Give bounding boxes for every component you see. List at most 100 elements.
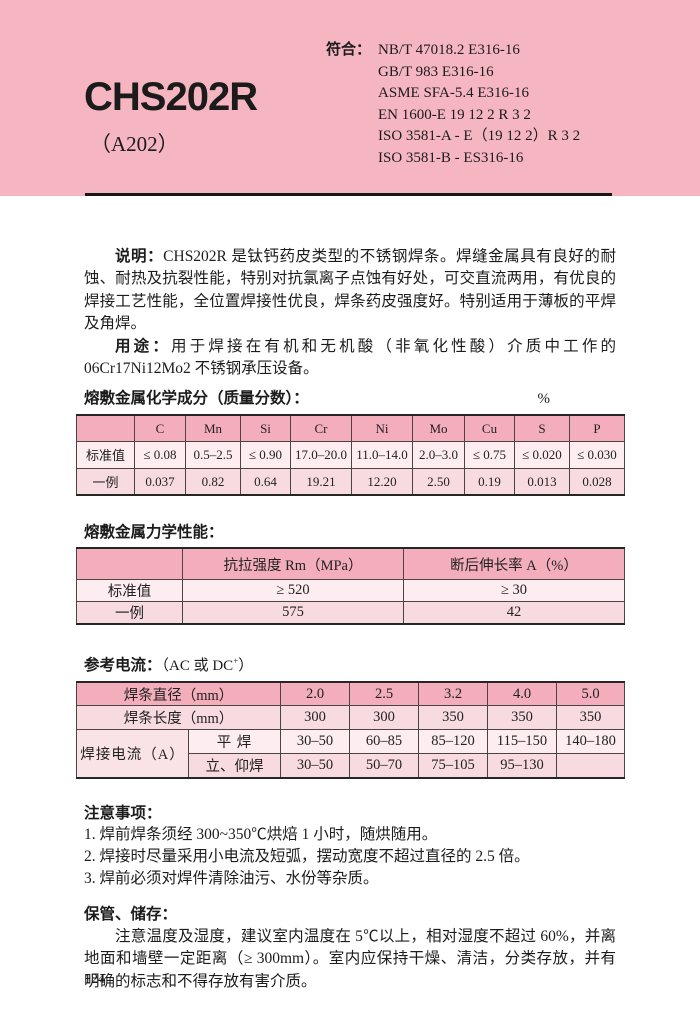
product-alias: （A202） [90,132,179,156]
cell: 50–70 [349,753,419,779]
page-content: 说明：CHS202R 是钛钙药皮类型的不锈钢焊条。焊缝金属具有良好的耐蚀、耐热及… [0,196,700,993]
corner-cell [76,547,183,580]
page-number: 124 [84,972,105,987]
cell: 95–130 [487,753,557,779]
cell: ≤ 0.08 [134,440,186,469]
product-model: CHS202R [84,75,258,119]
cell: 4.0 [487,681,557,707]
column-header: S [514,414,570,442]
cell: ≤ 0.90 [240,440,291,469]
standards-list: NB/T 47018.2 E316-16 GB/T 983 E316-16 AS… [371,40,580,169]
note-item: 2. 焊接时尽量采用小电流及短弧，摆动宽度不超过直径的 2.5 倍。 [84,847,530,865]
note-item: 1. 焊前焊条须经 300~350℃烘焙 1 小时，随烘随用。 [84,825,438,843]
mechanical-title: 熔敷金属力学性能： [84,524,224,542]
note-item: 3. 焊前必须对焊件清除油污、水份等杂质。 [84,869,379,887]
cell: 0.013 [514,467,570,496]
cell: 0.028 [569,467,625,496]
notes-section-header: 注意事项： [84,803,616,824]
cell: 12.20 [351,467,413,496]
row-label: 焊接电流（A） [76,729,189,779]
current-title-bold: 参考电流： [84,656,162,674]
chemistry-section-header: 熔敷金属化学成分（质量分数）： % [84,388,616,410]
cell: ≥ 520 [182,578,404,602]
column-header: C [134,414,186,442]
cell: 60–85 [349,729,419,755]
vertical-current-row: 立、仰焊 30–50 50–70 75–105 95–130 [77,753,625,779]
cell: ≤ 0.75 [464,440,515,469]
cell: 2.50 [412,467,465,496]
cell: 30–50 [280,729,350,755]
cell: 30–50 [280,753,350,779]
divider-line [85,193,612,196]
table-row: 一例 575 42 [76,600,625,625]
notes-title: 注意事项： [84,804,162,822]
column-header: Ni [351,414,413,442]
storage-paragraph: 注意温度及湿度，建议室内温度在 5℃以上，相对湿度不超过 60%，并离地面和墙壁… [84,927,616,990]
description-text: CHS202R 是钛钙药皮类型的不锈钢焊条。焊缝金属具有良好的耐蚀、耐热及抗裂性… [84,248,616,333]
row-label: 焊条直径（mm） [76,681,281,707]
compliance-standards: 符合： NB/T 47018.2 E316-16 GB/T 983 E316-1… [326,40,580,169]
standard-item: ASME SFA-5.4 E316-16 [378,85,529,101]
current-title-detail: （AC 或 DC+） [161,655,254,674]
cell: ≥ 30 [403,578,625,602]
table-row: 标准值 ≥ 520 ≥ 30 [76,578,625,602]
cell: 0.5–2.5 [185,440,241,469]
cell: 350 [418,705,488,731]
storage-section-header: 保管、储存： [84,904,616,925]
storage-title: 保管、储存： [84,905,178,923]
cell: 0.19 [464,467,515,496]
cell: 300 [349,705,419,731]
mechanical-header-row: 抗拉强度 Rm（MPa） 断后伸长率 A（%） [76,547,625,580]
current-title: 参考电流：（AC 或 DC+） [84,651,253,677]
row-label: 一例 [76,467,135,496]
chemistry-unit: % [537,391,551,408]
column-header: P [569,414,625,442]
usage-text: 用于焊接在有机和无机酸（非氧化性酸）介质中工作的06Cr17Ni12Mo2 不锈… [84,337,616,378]
corner-cell [76,414,135,442]
column-header: Cr [290,414,352,442]
flat-current-row: 焊接电流（A） 平 焊 30–50 60–85 85–120 115–150 1… [76,729,625,779]
standard-item: GB/T 983 E316-16 [378,63,494,80]
column-header: 抗拉强度 Rm（MPa） [182,547,404,580]
mechanical-section-header: 熔敷金属力学性能： [84,522,616,543]
cell: 85–120 [418,729,488,755]
standard-item: EN 1600-E 19 12 2 R 3 2 [378,106,531,123]
datasheet-page: CHS202R （A202） 符合： NB/T 47018.2 E316-16 … [0,0,700,993]
cell: 42 [403,600,625,625]
column-header: 断后伸长率 A（%） [403,547,625,580]
cell: 300 [280,705,350,731]
cell: 350 [556,705,625,731]
usage-label: 用途： [115,337,172,355]
table-row: 一例 0.037 0.82 0.64 19.21 12.20 2.50 0.19… [76,467,625,496]
position-label: 立、仰焊 [188,753,281,779]
cell: 2.0 [280,681,350,707]
cell: 2.0–3.0 [412,440,465,469]
row-label: 一例 [76,600,183,625]
row-label: 标准值 [76,578,183,602]
compliance-label: 符合： [326,42,372,58]
mechanical-table: 抗拉强度 Rm（MPa） 断后伸长率 A（%） 标准值 ≥ 520 ≥ 30 一… [76,547,625,625]
cell: ≤ 0.020 [514,440,570,469]
row-label: 焊条长度（mm） [76,705,281,731]
column-header: Mo [412,414,465,442]
standard-item: ISO 3581-A - E（19 12 2）R 3 2 [378,128,581,144]
product-banner: CHS202R （A202） 符合： NB/T 47018.2 E316-16 … [0,0,700,196]
cell: 575 [182,600,404,625]
standard-item: ISO 3581-B - ES316-16 [378,149,524,166]
current-section-header: 参考电流：（AC 或 DC+） [84,651,616,677]
cell: 0.64 [240,467,291,496]
description-label: 说明： [115,248,164,265]
cell: 11.0–14.0 [351,440,413,469]
column-header: Cu [464,414,515,442]
cell: 75–105 [418,753,488,779]
usage-paragraph: 用途：用于焊接在有机和无机酸（非氧化性酸）介质中工作的06Cr17Ni12Mo2… [84,336,616,381]
diameter-row: 焊条直径（mm） 2.0 2.5 3.2 4.0 5.0 [76,681,625,707]
cell: 0.037 [134,467,186,496]
product-title-block: CHS202R （A202） [84,75,258,158]
chemistry-table: C Mn Si Cr Ni Mo Cu S P 标准值 ≤ 0.08 0.5–2… [76,414,625,497]
cell: 3.2 [418,681,488,707]
column-header: Si [240,414,291,442]
cell: 2.5 [349,681,419,707]
cell: 0.82 [185,467,241,496]
cell: ≤ 0.030 [569,440,625,469]
